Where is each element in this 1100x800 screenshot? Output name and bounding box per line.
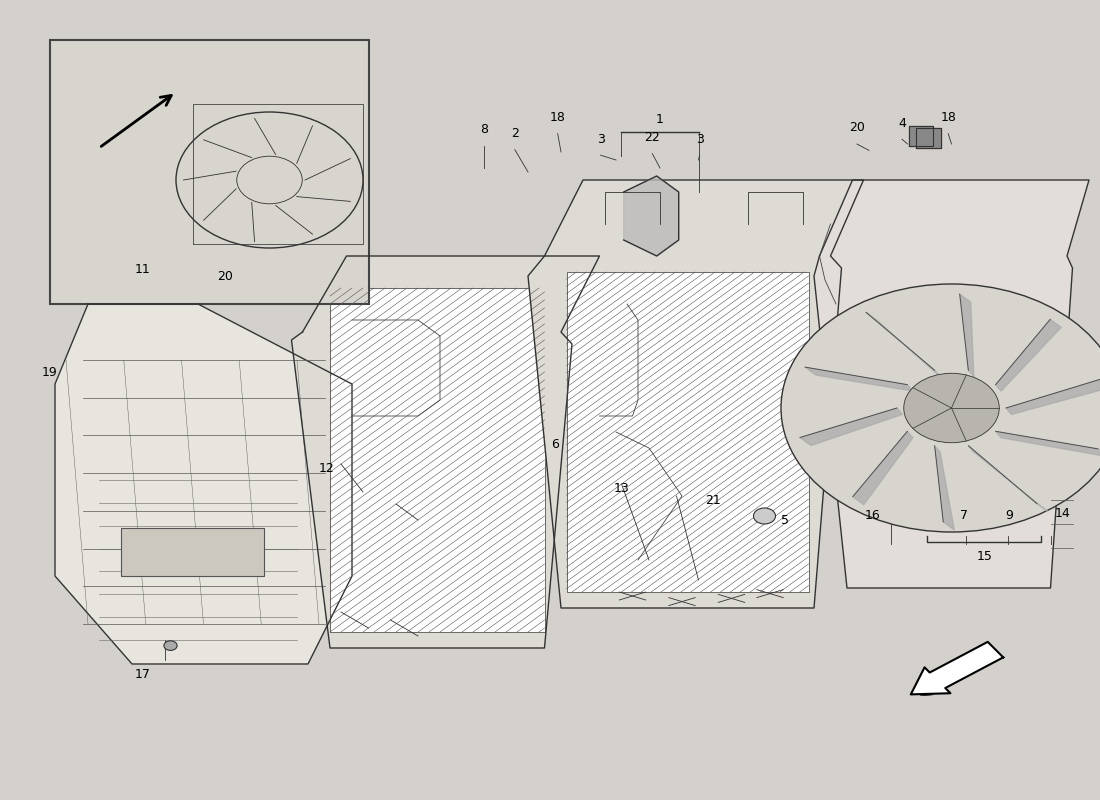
- Text: 19: 19: [42, 366, 57, 378]
- Text: eurocarparts: eurocarparts: [287, 366, 813, 434]
- Text: 8: 8: [480, 123, 488, 136]
- Text: 20: 20: [218, 270, 233, 282]
- Polygon shape: [959, 294, 974, 377]
- Text: 22: 22: [645, 131, 660, 144]
- Text: 7: 7: [959, 509, 968, 522]
- Text: 2: 2: [510, 127, 519, 140]
- Text: 3: 3: [695, 133, 704, 146]
- Text: 17: 17: [135, 668, 151, 681]
- Bar: [566, 272, 808, 592]
- Polygon shape: [814, 180, 1089, 588]
- Polygon shape: [911, 642, 1003, 694]
- Bar: [909, 126, 933, 146]
- Text: 18: 18: [550, 111, 565, 124]
- Bar: [330, 288, 544, 632]
- Text: 20: 20: [849, 122, 865, 134]
- Polygon shape: [968, 446, 1048, 512]
- Text: 4: 4: [898, 117, 906, 130]
- Circle shape: [164, 641, 177, 650]
- Polygon shape: [624, 176, 679, 256]
- Bar: [121, 528, 264, 576]
- Polygon shape: [800, 408, 902, 446]
- Text: 14: 14: [1055, 507, 1070, 520]
- Polygon shape: [852, 431, 913, 505]
- Bar: [916, 128, 940, 148]
- Text: 13: 13: [614, 482, 629, 494]
- Polygon shape: [866, 312, 940, 377]
- Polygon shape: [805, 367, 913, 391]
- Polygon shape: [55, 304, 352, 664]
- Polygon shape: [996, 319, 1062, 391]
- Polygon shape: [935, 446, 955, 530]
- Text: 1: 1: [656, 113, 664, 126]
- Text: 21: 21: [705, 494, 720, 506]
- Text: 15: 15: [977, 550, 992, 563]
- Text: 5: 5: [781, 514, 789, 526]
- Text: 3: 3: [596, 133, 605, 146]
- Polygon shape: [528, 180, 864, 608]
- Polygon shape: [996, 431, 1100, 457]
- Circle shape: [754, 508, 776, 524]
- Text: 16: 16: [865, 509, 880, 522]
- Circle shape: [904, 374, 999, 442]
- Bar: [50, 40, 369, 304]
- Text: 6: 6: [551, 438, 559, 450]
- Text: 9: 9: [1004, 509, 1013, 522]
- Text: 12: 12: [319, 462, 334, 474]
- Polygon shape: [292, 256, 600, 648]
- Text: 18: 18: [940, 111, 956, 124]
- Circle shape: [781, 284, 1100, 532]
- Polygon shape: [1006, 378, 1100, 414]
- Text: 11: 11: [135, 263, 151, 276]
